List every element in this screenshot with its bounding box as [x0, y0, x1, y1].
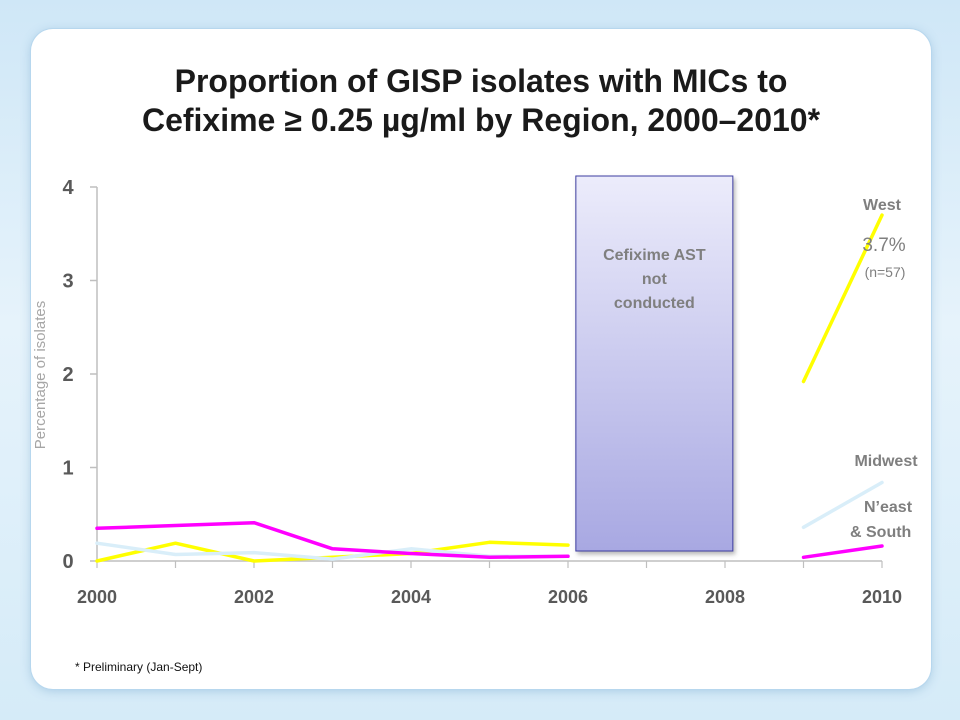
legend-label-neast-south-line-1: & South	[850, 524, 911, 541]
footnote: * Preliminary (Jan-Sept)	[75, 660, 203, 674]
gap-annotation-line-0: Cefixime AST	[603, 247, 706, 264]
x-tick-label-2002: 2002	[234, 587, 274, 607]
y-axis-title: Percentage of isolates	[32, 301, 49, 449]
legend-label-midwest: Midwest	[854, 453, 918, 470]
x-tick-label-2010: 2010	[862, 587, 902, 607]
y-tick-label-3: 3	[62, 271, 73, 293]
chart-title-line-2: Cefixime ≥ 0.25 µg/ml by Region, 2000–20…	[141, 102, 821, 138]
x-tick-label-2000: 2000	[77, 587, 117, 607]
legend-label-neast-south-line-0: N’east	[864, 499, 913, 516]
gap-annotation-box	[575, 175, 734, 552]
y-tick-label-4: 4	[62, 177, 74, 199]
y-tick-label-2: 2	[62, 364, 73, 386]
legend-label-west: West	[863, 197, 902, 214]
series-line-0-segment-0	[95, 540, 570, 563]
y-tick-label-1: 1	[62, 458, 73, 480]
gap-annotation-line-1: not	[642, 271, 668, 288]
data-label-west-value: 3.7%	[862, 235, 905, 256]
data-label-west-n: (n=57)	[865, 264, 906, 280]
series-line-1-segment-1	[801, 480, 884, 530]
x-tick-label-2006: 2006	[548, 587, 588, 607]
series-line-2-segment-0	[95, 520, 570, 560]
chart-title: Proportion of GISP isolates with MICs to…	[31, 62, 931, 140]
slide-card	[31, 29, 931, 689]
series-line-0-segment-1	[801, 213, 884, 384]
x-tick-label-2004: 2004	[391, 587, 431, 607]
chart-title-line-1: Proportion of GISP isolates with MICs to	[174, 63, 788, 99]
gap-annotation-line-2: conducted	[614, 295, 695, 312]
y-tick-label-0: 0	[62, 551, 73, 573]
series-line-2-segment-1	[801, 544, 884, 560]
x-tick-label-2008: 2008	[705, 587, 745, 607]
